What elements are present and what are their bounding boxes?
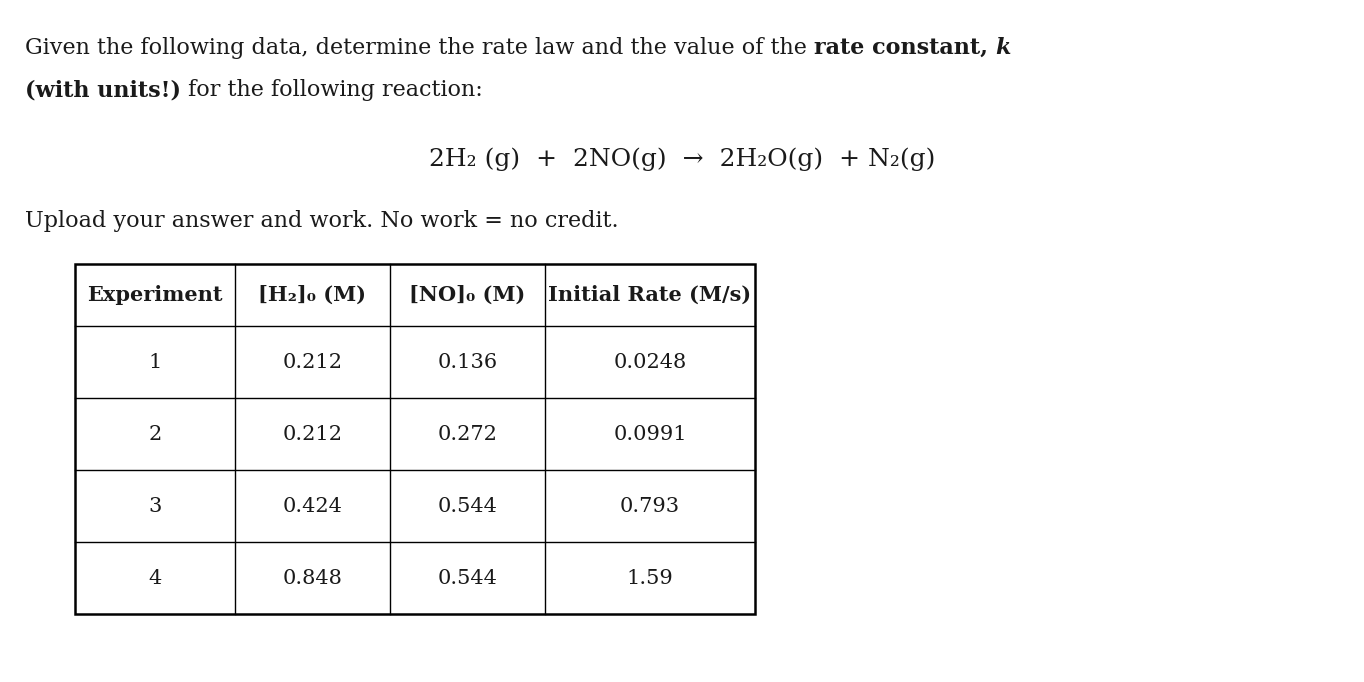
Text: 0.212: 0.212 — [282, 353, 342, 372]
Text: 0.793: 0.793 — [619, 496, 681, 516]
Text: 4: 4 — [149, 569, 161, 587]
Text: 0.0248: 0.0248 — [614, 353, 686, 372]
Text: for the following reaction:: for the following reaction: — [181, 79, 483, 101]
Text: Initial Rate (M/s): Initial Rate (M/s) — [548, 285, 752, 305]
Text: Given the following data, determine the rate law and the value of the: Given the following data, determine the … — [25, 37, 814, 59]
Text: 2H₂ (g)  +  2NO(g)  →  2H₂O(g)  + N₂(g): 2H₂ (g) + 2NO(g) → 2H₂O(g) + N₂(g) — [428, 147, 936, 170]
Bar — [75, 264, 756, 614]
Text: Experiment: Experiment — [87, 285, 222, 305]
Text: [NO]₀ (M): [NO]₀ (M) — [409, 285, 525, 305]
Text: 0.212: 0.212 — [282, 424, 342, 443]
Text: 0.136: 0.136 — [438, 353, 498, 372]
Text: 1.59: 1.59 — [626, 569, 674, 587]
Text: rate constant,: rate constant, — [814, 37, 996, 59]
Text: 1: 1 — [149, 353, 162, 372]
Text: 0.848: 0.848 — [282, 569, 342, 587]
Text: [H₂]₀ (M): [H₂]₀ (M) — [259, 285, 367, 305]
Text: Upload your answer and work. No work = no credit.: Upload your answer and work. No work = n… — [25, 210, 619, 232]
Text: 0.272: 0.272 — [438, 424, 498, 443]
Text: 0.544: 0.544 — [438, 496, 498, 516]
Text: 0.544: 0.544 — [438, 569, 498, 587]
Text: k: k — [996, 37, 1011, 59]
Text: 3: 3 — [149, 496, 162, 516]
Text: 0.424: 0.424 — [282, 496, 342, 516]
Text: 2: 2 — [149, 424, 161, 443]
Text: (with units!): (with units!) — [25, 79, 181, 101]
Text: 0.0991: 0.0991 — [614, 424, 687, 443]
